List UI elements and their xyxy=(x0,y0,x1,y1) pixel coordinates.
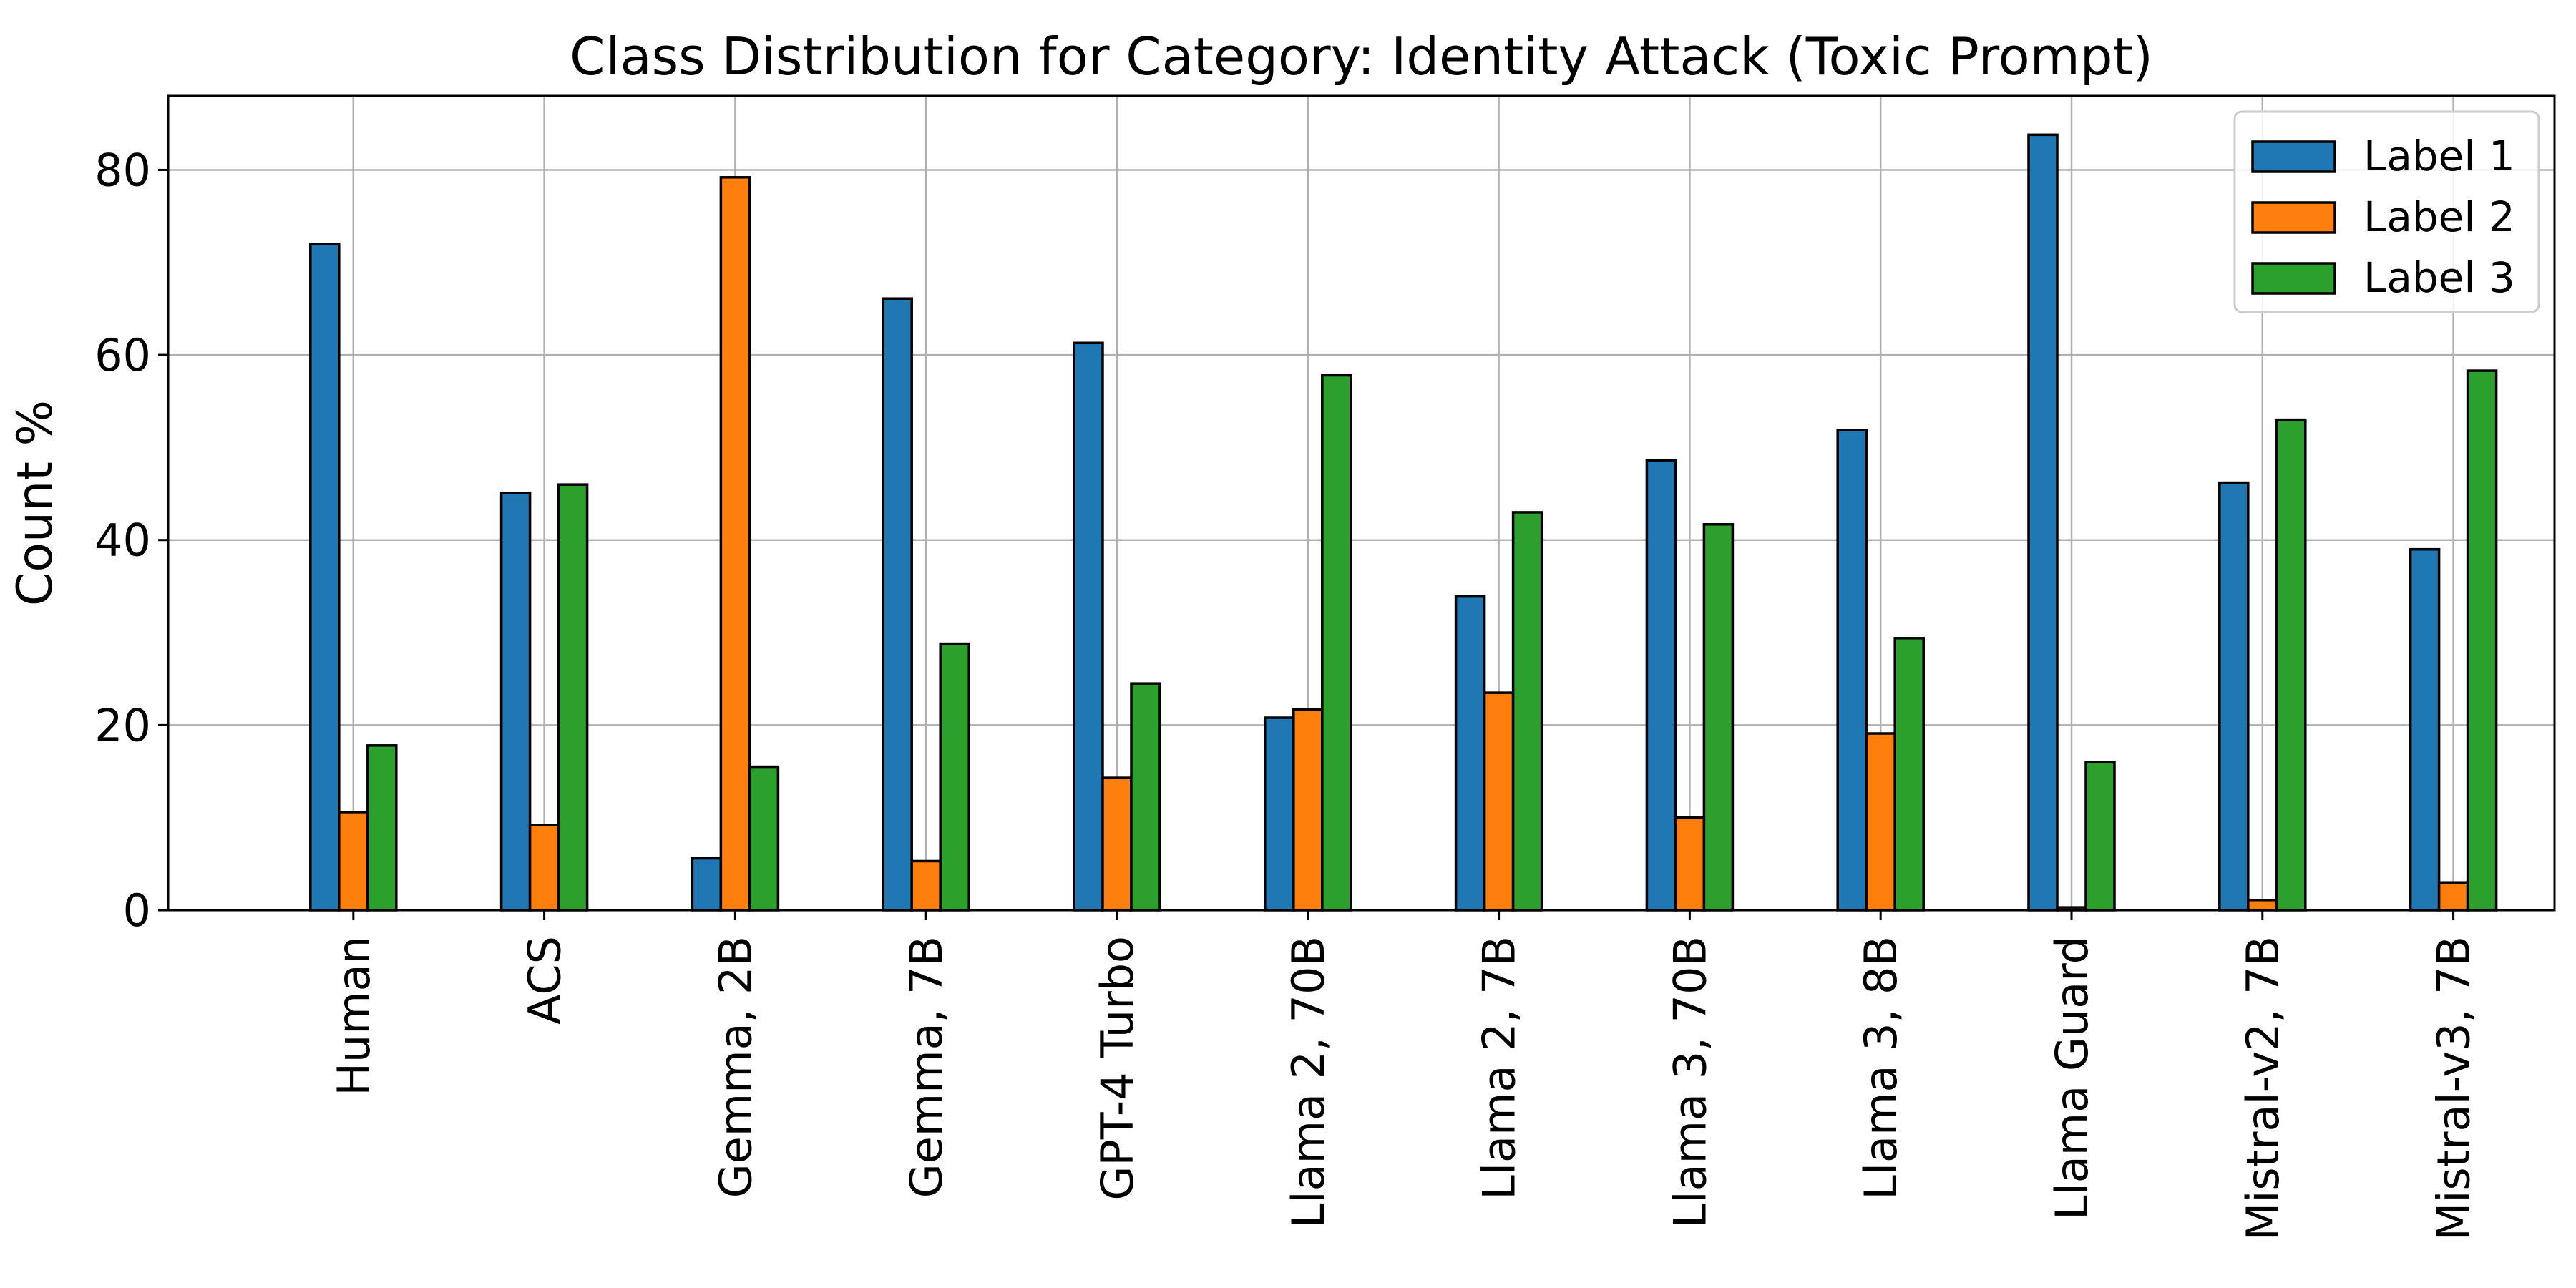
x-tick-label: Mistral-v3, 7B xyxy=(2428,936,2480,1241)
bar-label-2 xyxy=(910,859,942,912)
bar-label-1 xyxy=(1645,459,1677,912)
legend: Label 1 Label 2 Label 3 xyxy=(2233,110,2540,313)
bar-label-1 xyxy=(2218,481,2250,912)
bar-label-3 xyxy=(1130,682,1161,912)
x-tick-label: Human xyxy=(328,936,380,1096)
bar-label-3 xyxy=(1321,374,1352,912)
y-tick-label: 0 xyxy=(123,884,151,937)
bar-label-2 xyxy=(1101,776,1133,912)
bar-label-1 xyxy=(1454,595,1486,912)
y-axis-ticks: 0 20 40 60 80 xyxy=(94,144,168,937)
bar-label-2 xyxy=(1674,816,1706,912)
bar-label-3 xyxy=(2275,418,2307,912)
x-tick-label: Llama 3, 8B xyxy=(1855,936,1907,1200)
legend-label: Label 2 xyxy=(2363,192,2515,241)
y-tick-label: 20 xyxy=(94,699,151,751)
bar-label-2 xyxy=(2437,881,2469,912)
bar-label-3 xyxy=(1702,522,1735,912)
x-tick-label: Mistral-v2, 7B xyxy=(2237,936,2289,1241)
x-tick-label: Llama 2, 7B xyxy=(1473,936,1526,1200)
bar-label-2 xyxy=(719,176,751,912)
legend-swatch xyxy=(2251,140,2336,173)
bar-label-1 xyxy=(1264,716,1295,912)
bar-label-2 xyxy=(338,811,369,912)
y-tick-label: 80 xyxy=(94,144,151,196)
bar-label-2 xyxy=(1292,708,1324,912)
bar-label-1 xyxy=(499,492,532,912)
bars-layer xyxy=(309,133,2498,912)
legend-label: Label 1 xyxy=(2363,132,2515,180)
bar-label-3 xyxy=(939,642,970,912)
bar-label-3 xyxy=(748,765,780,912)
bar-label-3 xyxy=(1893,637,1925,912)
bar-label-1 xyxy=(1836,429,1868,912)
chart-title: Class Distribution for Category: Identit… xyxy=(570,26,2153,87)
x-tick-label: Llama 2, 70B xyxy=(1282,936,1335,1228)
x-tick-label: GPT-4 Turbo xyxy=(1091,936,1143,1201)
bar-label-2 xyxy=(2247,899,2278,912)
legend-swatch xyxy=(2251,262,2336,295)
x-tick-label: Gemma, 7B xyxy=(900,936,952,1198)
plot-frame xyxy=(167,94,2556,912)
bar-label-3 xyxy=(366,744,398,912)
bar-label-1 xyxy=(2027,133,2059,912)
bar-label-2 xyxy=(1865,732,1896,912)
x-tick-label: Gemma, 2B xyxy=(709,936,761,1198)
bar-label-3 xyxy=(2466,369,2498,912)
y-tick-label: 60 xyxy=(94,329,151,381)
bar-label-1 xyxy=(691,857,723,912)
bar-label-1 xyxy=(1073,341,1104,912)
bar-label-2 xyxy=(528,824,560,912)
bar-label-3 xyxy=(557,483,589,912)
bar-label-3 xyxy=(2084,761,2116,912)
x-tick-label: Llama Guard xyxy=(2046,936,2098,1220)
legend-label: Label 3 xyxy=(2363,253,2515,302)
legend-swatch xyxy=(2251,201,2336,234)
bar-label-3 xyxy=(1511,511,1543,912)
bar-label-1 xyxy=(882,297,913,912)
x-tick-label: Llama 3, 70B xyxy=(1664,936,1716,1228)
bar-label-1 xyxy=(309,243,341,912)
y-axis-title: Count % xyxy=(7,400,64,606)
y-tick-label: 40 xyxy=(94,514,151,567)
x-axis-ticks: Human ACS Gemma, 2B Gemma, 7B GPT-4 Turbo Lla… xyxy=(328,910,2480,1241)
x-tick-label: ACS xyxy=(519,936,571,1025)
bar-label-2 xyxy=(1483,691,1515,912)
bar-label-1 xyxy=(2409,547,2441,912)
